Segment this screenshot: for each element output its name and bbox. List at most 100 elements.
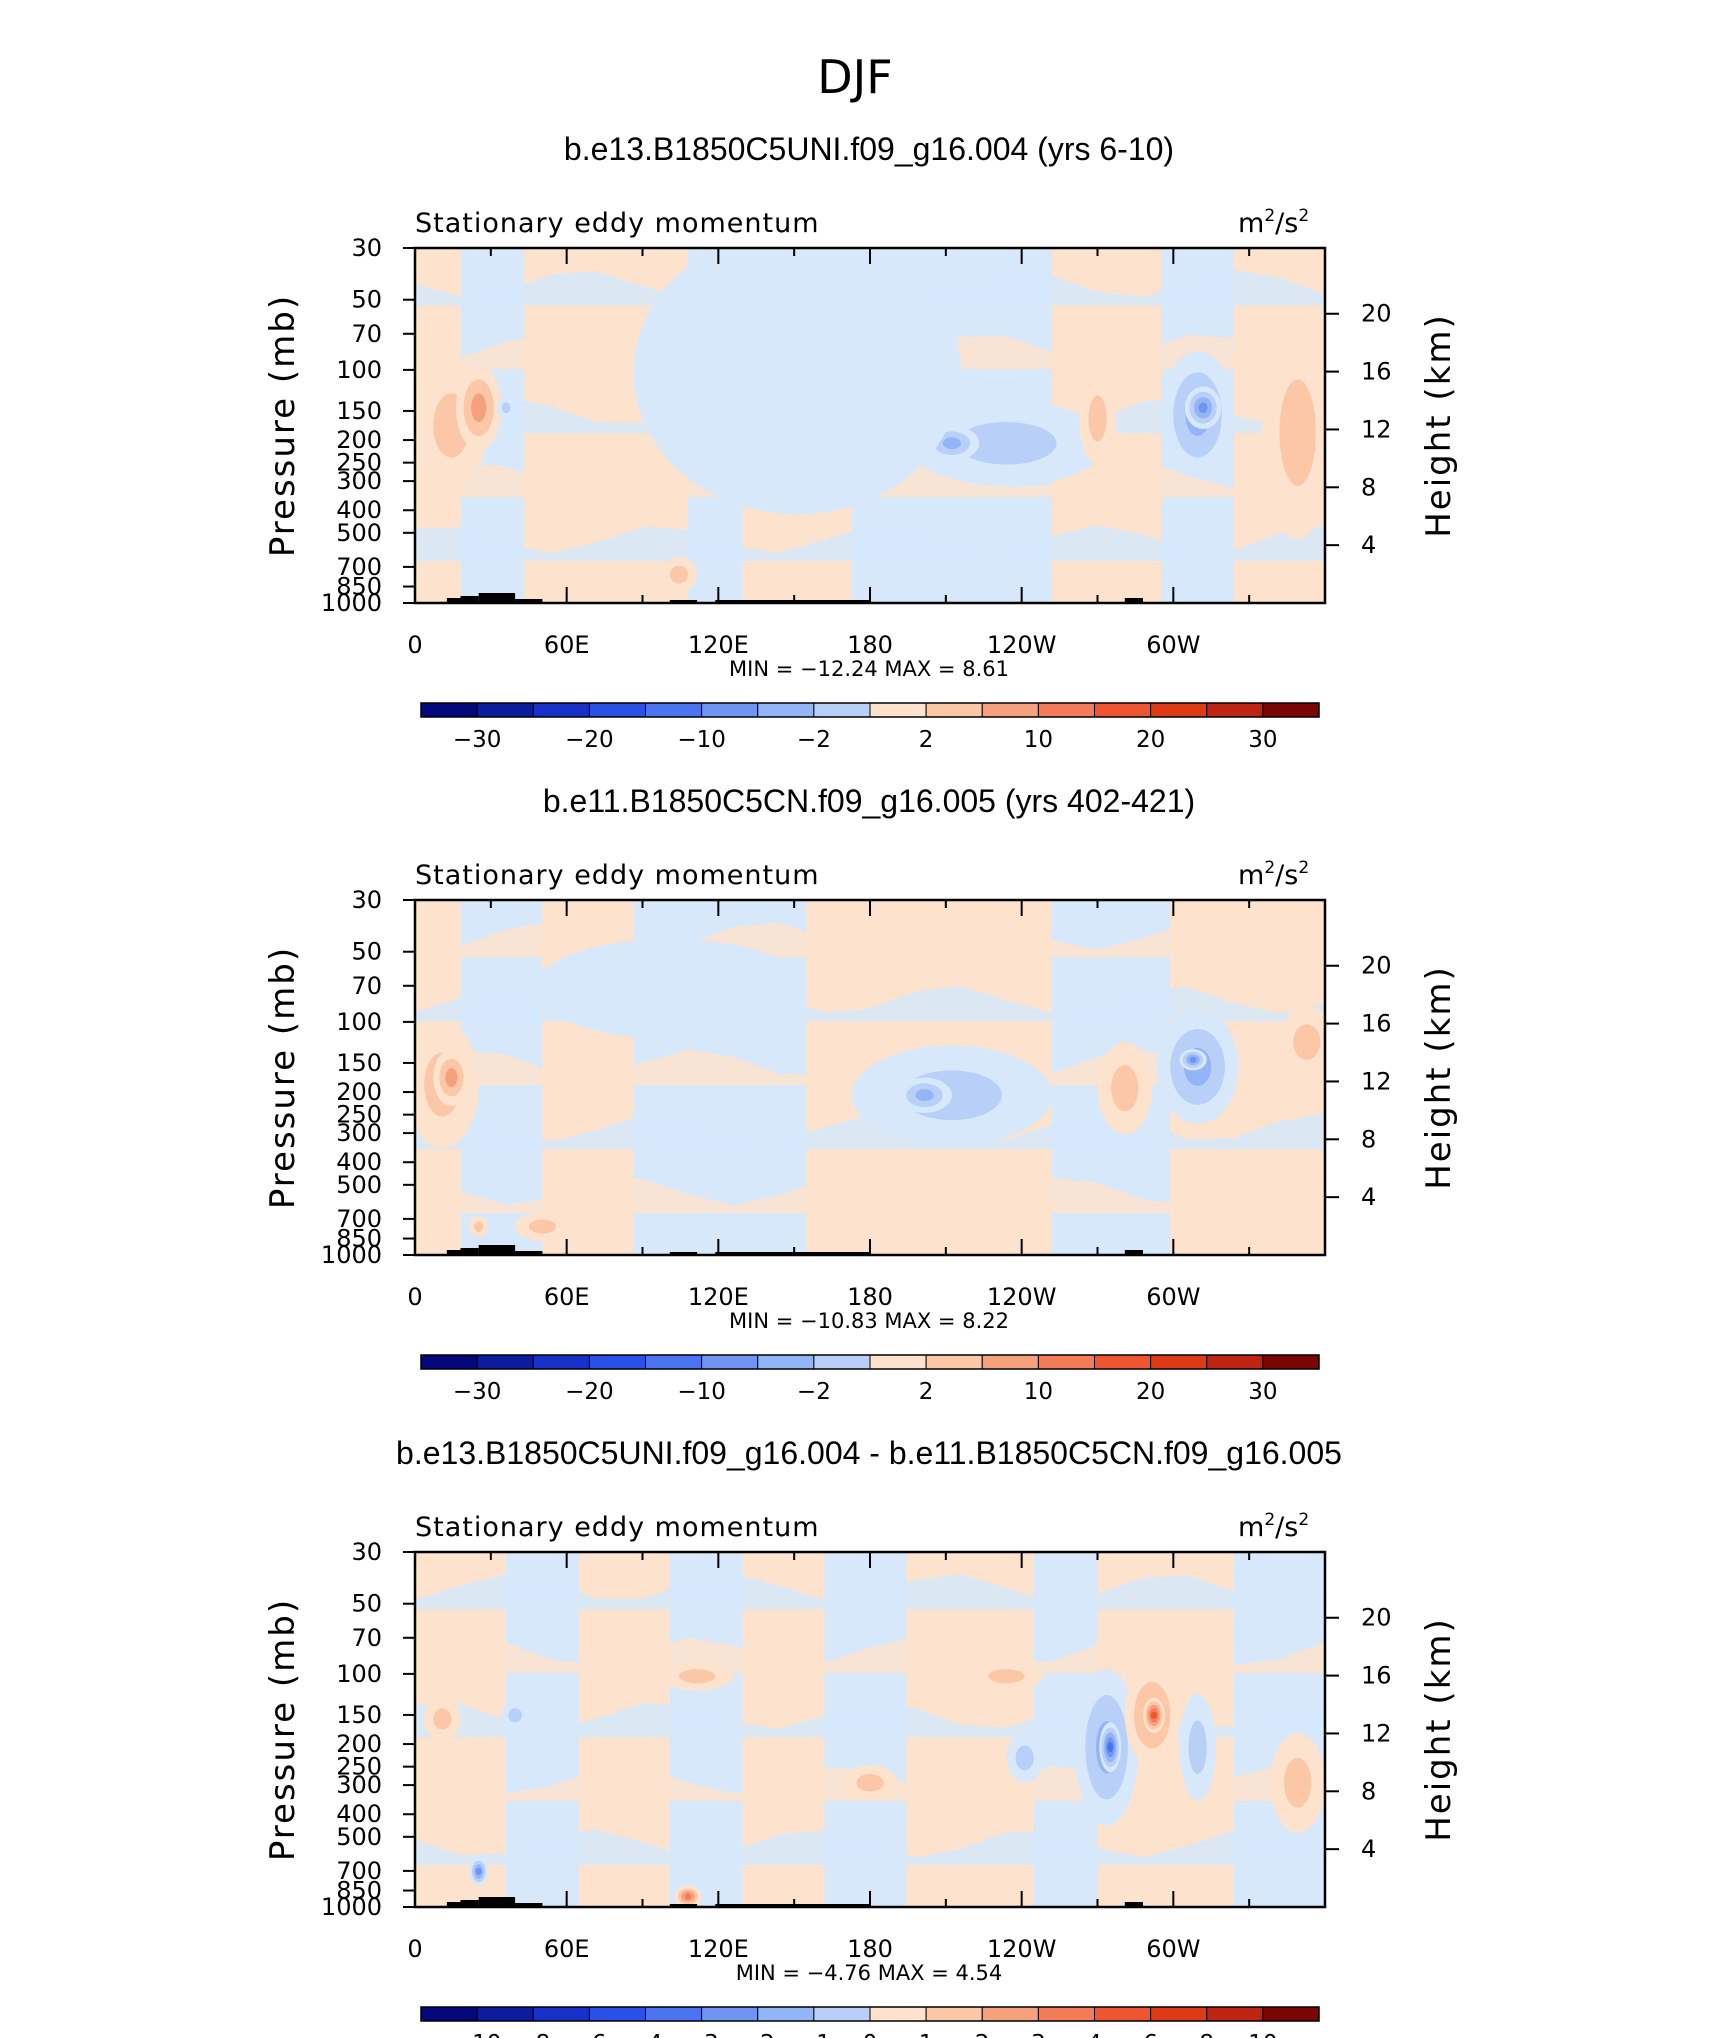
units-label: m2/s2 xyxy=(1238,858,1309,891)
field-stripe xyxy=(415,525,1325,562)
colorbar-frame xyxy=(420,1354,1320,1370)
colorbar-label: −10 xyxy=(677,727,726,753)
colorbar-box xyxy=(588,2006,646,2022)
colorbar-frame xyxy=(420,702,1320,718)
field-stripe xyxy=(415,921,1325,958)
colorbar-label: 4 xyxy=(1087,2031,1102,2038)
contour-blob xyxy=(528,1219,557,1234)
contour-blob xyxy=(678,1669,716,1684)
colorbar-box xyxy=(532,1354,590,1370)
colorbar-label: 8 xyxy=(1199,2031,1214,2038)
colorbar-box xyxy=(1094,702,1152,718)
topography xyxy=(1124,1902,1143,1907)
y-right-tick-label: 8 xyxy=(1361,1125,1376,1153)
min-max-stats: MIN = −12.24 MAX = 8.61 xyxy=(729,657,1009,681)
field-stripe xyxy=(415,1573,1325,1610)
colorbar-box xyxy=(1262,1354,1320,1370)
min-max-stats: MIN = −4.76 MAX = 4.54 xyxy=(736,1961,1003,1985)
left-label: Stationary eddy momentum xyxy=(415,860,820,891)
colorbar-label: −20 xyxy=(565,1379,614,1405)
contour-blob xyxy=(1088,395,1107,442)
contour-blob xyxy=(1279,379,1316,486)
contour-blob xyxy=(474,1221,484,1232)
topography xyxy=(1124,598,1143,603)
contour-blob xyxy=(633,248,961,515)
topography xyxy=(515,1251,543,1255)
colorbar-box xyxy=(1037,702,1095,718)
y-tick-label: 30 xyxy=(351,886,382,914)
topography xyxy=(446,1902,461,1907)
chart-panel-1: b.e13.B1850C5UNI.f09_g16.004 (yrs 6-10) S… xyxy=(263,131,1459,753)
topography xyxy=(669,1252,698,1255)
y-tick-label: 150 xyxy=(336,1049,382,1077)
colorbar-box xyxy=(532,702,590,718)
colorbar-box xyxy=(701,2006,759,2022)
y-right-tick-label: 4 xyxy=(1361,531,1376,559)
y-tick-label: 100 xyxy=(336,356,382,384)
x-tick-label: 180 xyxy=(847,1283,893,1311)
y-tick-label: 1000 xyxy=(321,589,382,617)
colorbar-box xyxy=(588,702,646,718)
colorbar-label: −8 xyxy=(516,2031,550,2038)
figure-title: DJF xyxy=(817,50,892,104)
x-tick-label: 0 xyxy=(407,1283,422,1311)
y-tick-label: 250 xyxy=(336,449,382,477)
colorbar-box xyxy=(869,2006,927,2022)
y-right-tick-label: 16 xyxy=(1361,358,1392,386)
colorbar-box xyxy=(476,1354,534,1370)
colorbar-box xyxy=(925,2006,983,2022)
colorbar-label: 6 xyxy=(1143,2031,1158,2038)
x-tick-label: 120W xyxy=(987,1283,1057,1311)
contour-blob xyxy=(1198,402,1208,414)
left-label: Stationary eddy momentum xyxy=(415,208,820,239)
topography xyxy=(715,1904,870,1907)
colorbar-label: 30 xyxy=(1248,1379,1277,1405)
panel-title: b.e13.B1850C5UNI.f09_g16.004 (yrs 6-10) xyxy=(564,131,1174,167)
x-tick-label: 60E xyxy=(544,1283,590,1311)
contour-blob xyxy=(684,1893,692,1900)
colorbar-label: −6 xyxy=(572,2031,606,2038)
x-tick-label: 120W xyxy=(987,631,1057,659)
colorbar-label: −10 xyxy=(677,1379,726,1405)
colorbar-label: −1 xyxy=(797,2031,831,2038)
y-tick-label: 400 xyxy=(336,1800,382,1828)
colorbar-box xyxy=(757,1354,815,1370)
colorbar-box xyxy=(981,1354,1039,1370)
contour-blob xyxy=(1015,1745,1034,1771)
topography xyxy=(669,1904,698,1907)
y-tick-label: 300 xyxy=(336,467,382,495)
y-right-axis-label: Height (km) xyxy=(1419,1617,1459,1842)
x-tick-label: 0 xyxy=(407,1935,422,1963)
units-label: m2/s2 xyxy=(1238,1510,1309,1543)
colorbar-box xyxy=(1037,1354,1095,1370)
contour-blob xyxy=(988,1669,1025,1684)
colorbar-box xyxy=(1262,702,1320,718)
colorbar-box xyxy=(1150,2006,1208,2022)
y-tick-label: 200 xyxy=(336,1730,382,1758)
topography xyxy=(515,599,543,603)
contour-blob xyxy=(1284,1757,1312,1808)
colorbar-box xyxy=(1037,2006,1095,2022)
colorbar-label: −2 xyxy=(797,1379,831,1405)
y-tick-label: 400 xyxy=(336,496,382,524)
topography xyxy=(460,596,479,603)
colorbar-box xyxy=(1094,1354,1152,1370)
topography xyxy=(460,1248,479,1255)
x-tick-label: 120W xyxy=(987,1935,1057,1963)
units-label: m2/s2 xyxy=(1238,206,1309,239)
y-axis-label: Pressure (mb) xyxy=(263,294,303,557)
colorbar-label: −2 xyxy=(797,727,831,753)
y-right-tick-label: 8 xyxy=(1361,1777,1376,1805)
colorbar-box xyxy=(813,702,871,718)
x-tick-label: 60W xyxy=(1146,631,1200,659)
colorbar-label: −4 xyxy=(629,2031,663,2038)
y-tick-label: 200 xyxy=(336,426,382,454)
colorbar-box xyxy=(757,702,815,718)
topography xyxy=(715,600,870,603)
x-tick-label: 0 xyxy=(407,631,422,659)
colorbar-label: 1 xyxy=(919,2031,934,2038)
field-stripe xyxy=(415,1829,1325,1866)
y-tick-label: 150 xyxy=(336,397,382,425)
y-tick-label: 30 xyxy=(351,1538,382,1566)
colorbar-box xyxy=(757,2006,815,2022)
